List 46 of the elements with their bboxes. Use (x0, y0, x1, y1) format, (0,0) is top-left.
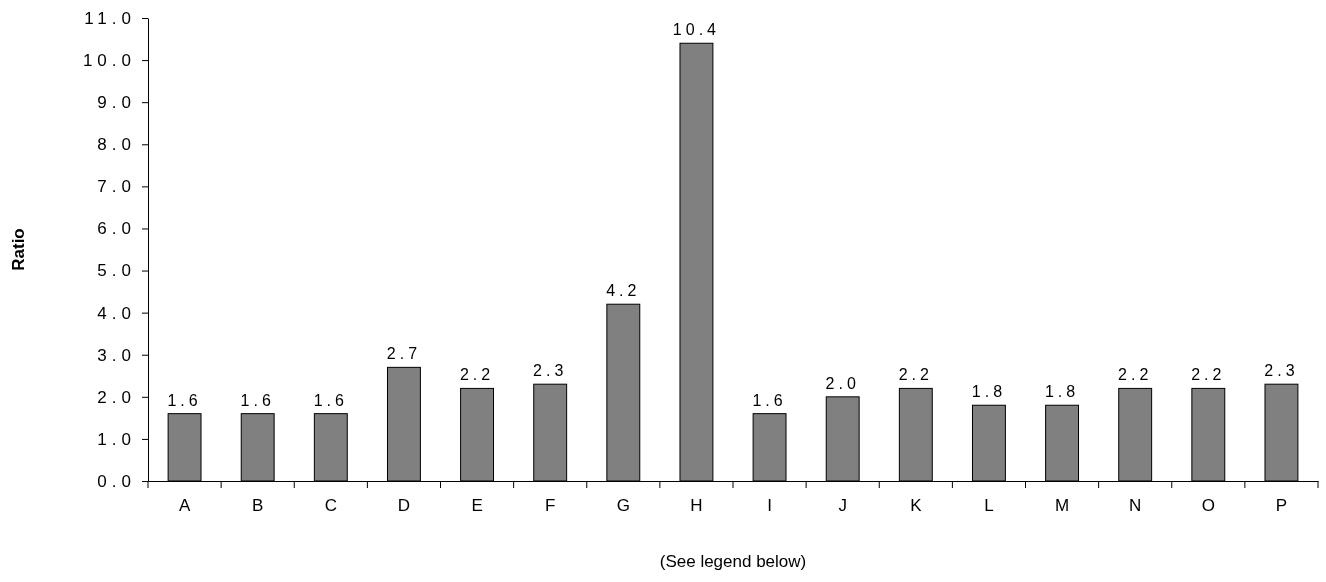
data-label: 1.6 (240, 391, 275, 409)
data-label: 2.7 (386, 345, 422, 363)
y-tick-label: 1.0 (97, 429, 136, 449)
y-tick-label: 6.0 (97, 219, 136, 239)
x-tick-label: P (1275, 496, 1288, 516)
x-tick-label: J (838, 496, 847, 516)
y-tick-label: 5.0 (97, 261, 136, 281)
data-label: 1.8 (971, 383, 1007, 401)
y-tick-label: 2.0 (97, 387, 136, 407)
x-tick-label: F (544, 496, 556, 516)
y-tick-label: 3.0 (97, 345, 136, 365)
data-label: 2.3 (1264, 362, 1299, 380)
data-label: 4.2 (606, 282, 641, 300)
x-tick-label: B (252, 496, 264, 516)
y-tick-label: 10.0 (82, 51, 136, 71)
y-tick-label: 9.0 (97, 93, 136, 113)
data-label: 2.2 (459, 366, 495, 384)
y-tick-label: 7.0 (97, 177, 136, 197)
data-label: 1.6 (752, 391, 787, 409)
x-axis-title: (See legend below) (659, 552, 807, 571)
data-label: 2.2 (1118, 366, 1153, 384)
x-tick-label: E (471, 496, 483, 516)
y-tick-label: 8.0 (97, 135, 136, 155)
x-tick-label: N (1129, 496, 1142, 516)
data-label: 10.4 (672, 21, 721, 39)
data-label: 2.0 (825, 374, 860, 392)
x-tick-label: K (910, 496, 923, 516)
data-label: 2.3 (533, 362, 568, 380)
data-label: 1.6 (313, 391, 348, 409)
x-tick-label: I (767, 496, 772, 516)
x-tick-label: L (984, 496, 994, 516)
x-tick-label: M (1054, 496, 1070, 516)
y-tick-label: 4.0 (97, 303, 136, 323)
x-tick-label: H (690, 496, 703, 516)
x-tick-label: G (616, 496, 630, 516)
x-tick-label: D (397, 496, 411, 516)
data-label: 2.2 (898, 366, 933, 384)
x-tick-label: C (324, 496, 337, 516)
data-label: 2.2 (1191, 366, 1226, 384)
data-label: 1.6 (167, 391, 202, 409)
y-tick-label: 0.0 (97, 471, 136, 491)
y-axis-title: Ratio (9, 228, 28, 271)
data-label: 1.8 (1044, 383, 1080, 401)
x-tick-label: A (178, 496, 191, 516)
y-tick-label: 11.0 (84, 8, 136, 28)
x-tick-label: O (1201, 496, 1215, 516)
